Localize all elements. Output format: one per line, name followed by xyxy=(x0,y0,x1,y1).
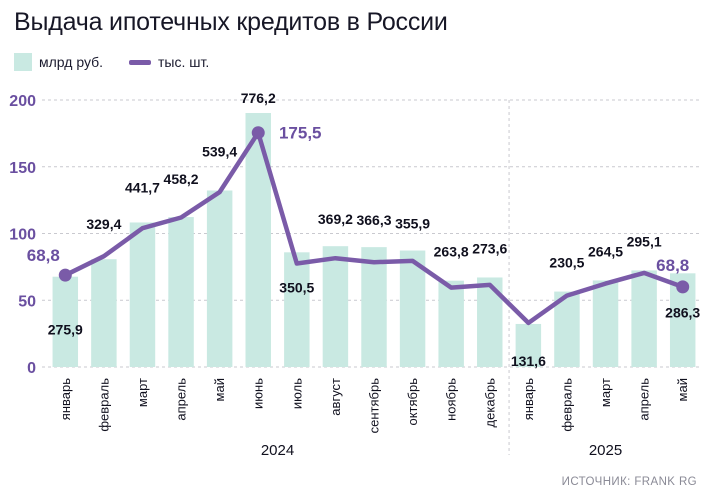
y-axis-tick-label: 150 xyxy=(9,160,36,177)
line-series-path xyxy=(63,130,685,326)
bar-value-label: 295,1 xyxy=(627,233,662,249)
bar xyxy=(52,276,79,367)
bar-value-label: 458,2 xyxy=(164,171,199,187)
bar xyxy=(206,190,233,367)
page-title: Выдача ипотечных кредитов в России xyxy=(14,8,448,36)
x-axis-tick-label: март xyxy=(598,378,613,407)
x-axis-tick-label: январь xyxy=(58,378,73,420)
x-axis-tick-label: июнь xyxy=(251,378,266,409)
x-axis-group-labels: 2024 2025 xyxy=(261,442,622,459)
legend-item-bar: млрд руб. xyxy=(14,53,103,71)
legend-item-line: тыс. шт. xyxy=(129,54,209,70)
line-value-labels: 68,8 175,5 68,8 xyxy=(27,124,690,275)
x-axis-tick-label: август xyxy=(328,378,343,416)
x-axis-tick-label: май xyxy=(212,378,227,401)
bar-value-label: 355,9 xyxy=(395,216,430,232)
x-axis-tick-label: апрель xyxy=(174,378,189,421)
x-axis-group-label: 2025 xyxy=(589,442,622,459)
line-series-group xyxy=(63,130,685,326)
bar xyxy=(245,113,271,367)
x-axis-tick-label: октябрь xyxy=(405,378,420,426)
bar-value-label: 230,5 xyxy=(549,255,584,271)
bar xyxy=(438,280,464,367)
line-marker xyxy=(676,280,690,294)
legend-item-line-label: тыс. шт. xyxy=(158,54,210,70)
x-axis-tick-label: март xyxy=(135,378,150,407)
bars-group xyxy=(52,113,696,367)
y-axis-tick-labels: 0 50 100 150 200 xyxy=(9,93,36,377)
x-axis-tick-label: июль xyxy=(289,378,304,409)
x-axis-tick-label: февраль xyxy=(96,378,111,432)
x-axis-tick-label: ноябрь xyxy=(444,378,459,421)
bar-value-label: 275,9 xyxy=(48,322,83,338)
bar xyxy=(515,323,542,367)
bar-value-label: 264,5 xyxy=(588,243,623,259)
line-marker xyxy=(251,126,265,140)
bar xyxy=(322,246,349,367)
bar xyxy=(592,280,619,367)
bar-value-label: 286,3 xyxy=(665,304,700,320)
line-value-label: 68,8 xyxy=(656,256,689,275)
bar-value-label: 441,7 xyxy=(125,179,160,195)
line-swatch-icon xyxy=(129,59,152,65)
y-axis-tick-label: 0 xyxy=(27,360,36,377)
bar-value-label: 366,3 xyxy=(356,212,391,228)
x-axis-tick-label: январь xyxy=(521,378,536,420)
y-axis-tick-label: 100 xyxy=(9,227,36,244)
x-axis-tick-label: апрель xyxy=(637,378,652,421)
square-swatch-icon xyxy=(14,53,32,71)
bar xyxy=(284,252,310,367)
source-note: ИСТОЧНИК: FRANK RG xyxy=(561,476,697,488)
bar-value-label: 131,6 xyxy=(511,353,546,369)
bar xyxy=(631,270,657,367)
line-marker xyxy=(58,268,72,282)
bar-value-label: 329,4 xyxy=(86,216,121,232)
y-axis-tick-label: 50 xyxy=(18,293,36,310)
bar-value-label: 369,2 xyxy=(318,211,353,227)
bar xyxy=(399,250,426,367)
x-axis-tick-labels: январь февраль март апрель май июнь июль август… xyxy=(58,378,690,434)
x-axis-tick-label: февраль xyxy=(559,378,574,432)
bar-value-label: 776,2 xyxy=(241,90,276,106)
line-markers-group xyxy=(58,126,690,294)
legend-item-bar-label: млрд руб. xyxy=(39,54,104,70)
bar-value-label: 350,5 xyxy=(279,279,314,295)
bar xyxy=(129,222,156,367)
bar-value-label: 539,4 xyxy=(202,143,237,159)
x-axis-tick-label: декабрь xyxy=(482,378,497,428)
chart-legend: млрд руб. тыс. шт. xyxy=(14,52,209,72)
line-value-label: 68,8 xyxy=(27,246,60,265)
x-axis-tick-label: сентябрь xyxy=(367,378,382,434)
x-axis-tick-label: май xyxy=(675,378,690,401)
bar xyxy=(168,217,194,367)
bar xyxy=(361,247,387,367)
bar-value-label: 263,8 xyxy=(434,244,469,260)
bar-value-label: 273,6 xyxy=(472,240,507,256)
line-value-label: 175,5 xyxy=(279,124,322,143)
y-axis-tick-label: 200 xyxy=(9,93,36,110)
x-axis-group-label: 2024 xyxy=(261,442,294,459)
bar xyxy=(91,259,117,367)
